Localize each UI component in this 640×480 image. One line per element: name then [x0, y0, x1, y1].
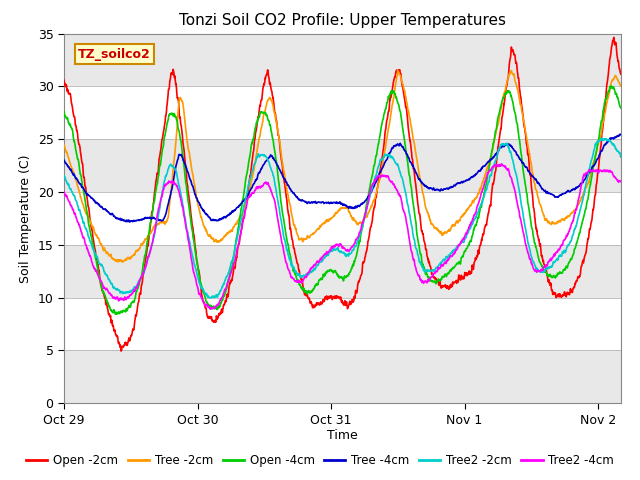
Text: TZ_soilco2: TZ_soilco2	[78, 48, 150, 60]
Legend: Open -2cm, Tree -2cm, Open -4cm, Tree -4cm, Tree2 -2cm, Tree2 -4cm: Open -2cm, Tree -2cm, Open -4cm, Tree -4…	[21, 450, 619, 472]
Bar	[64, 350, 621, 403]
X-axis label: Time: Time	[327, 430, 358, 443]
Bar	[64, 139, 621, 192]
Bar	[64, 192, 621, 245]
Bar	[64, 298, 621, 350]
Bar	[64, 245, 621, 298]
Y-axis label: Soil Temperature (C): Soil Temperature (C)	[19, 154, 32, 283]
Title: Tonzi Soil CO2 Profile: Upper Temperatures: Tonzi Soil CO2 Profile: Upper Temperatur…	[179, 13, 506, 28]
Bar	[64, 34, 621, 86]
Bar	[64, 86, 621, 139]
